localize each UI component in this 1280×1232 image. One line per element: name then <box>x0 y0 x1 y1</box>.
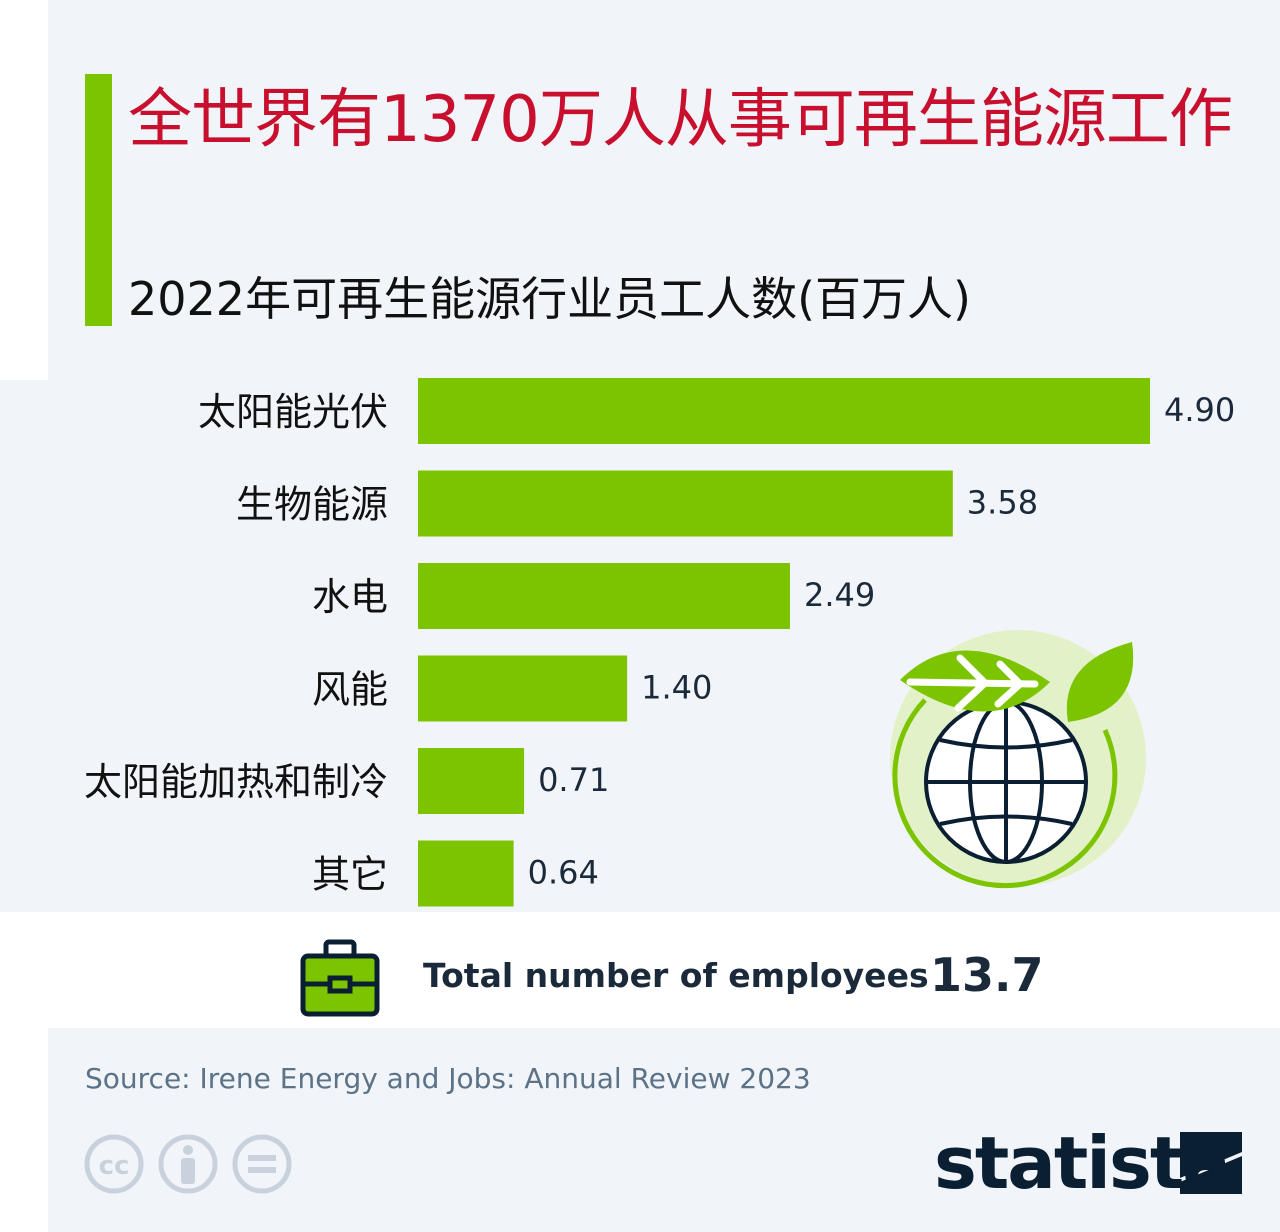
bar-chart: 太阳能光伏 4.90 生物能源 3.58 水电 2.49 风能 1.40 太阳能加热和制冷 0.7… <box>84 378 1235 907</box>
category-label: 生物能源 <box>236 483 388 527</box>
category-label: 太阳能光伏 <box>198 390 388 434</box>
bar <box>418 470 953 537</box>
value-label: 1.40 <box>641 669 712 707</box>
bar <box>418 748 525 814</box>
value-label: 3.58 <box>967 484 1038 522</box>
creative-commons-icon[interactable]: cc <box>84 1134 144 1194</box>
svg-text:cc: cc <box>99 1151 130 1181</box>
bar <box>418 563 790 629</box>
briefcase-icon <box>300 939 380 1017</box>
total-label: Total number of employees <box>423 956 929 995</box>
source-link[interactable]: Source: Irene Energy and Jobs: Annual Re… <box>85 1062 811 1095</box>
value-label: 4.90 <box>1164 391 1235 429</box>
chart-subtitle: 2022年可再生能源行业员工人数(百万人) <box>128 272 971 326</box>
bar <box>418 655 628 722</box>
chart-title: 全世界有1370万人从事可再生能源工作 <box>128 83 1233 157</box>
license-icons[interactable]: cc <box>84 1134 304 1198</box>
total-value: 13.7 <box>930 948 1044 1002</box>
footer-background <box>48 1028 1280 1232</box>
value-label: 0.71 <box>538 761 609 799</box>
value-label: 2.49 <box>804 576 875 614</box>
attribution-icon[interactable] <box>158 1134 218 1194</box>
category-label: 水电 <box>312 575 388 619</box>
category-label: 太阳能加热和制冷 <box>84 760 388 804</box>
no-derivatives-icon[interactable] <box>232 1134 292 1194</box>
statista-mark-icon <box>1180 1132 1242 1194</box>
value-label: 0.64 <box>528 854 599 892</box>
globe-with-leaves-icon <box>890 630 1146 889</box>
total-row: Total number of employees 13.7 <box>0 930 1280 1028</box>
bar <box>418 378 1150 444</box>
bar-group: 太阳能光伏 4.90 生物能源 3.58 水电 2.49 风能 1.40 太阳能加热和制冷 0.7… <box>84 378 1235 907</box>
bar <box>418 840 514 907</box>
category-label: 风能 <box>312 668 388 712</box>
category-label: 其它 <box>312 853 388 897</box>
header-background <box>48 0 1280 380</box>
title-accent-bar <box>85 74 112 326</box>
